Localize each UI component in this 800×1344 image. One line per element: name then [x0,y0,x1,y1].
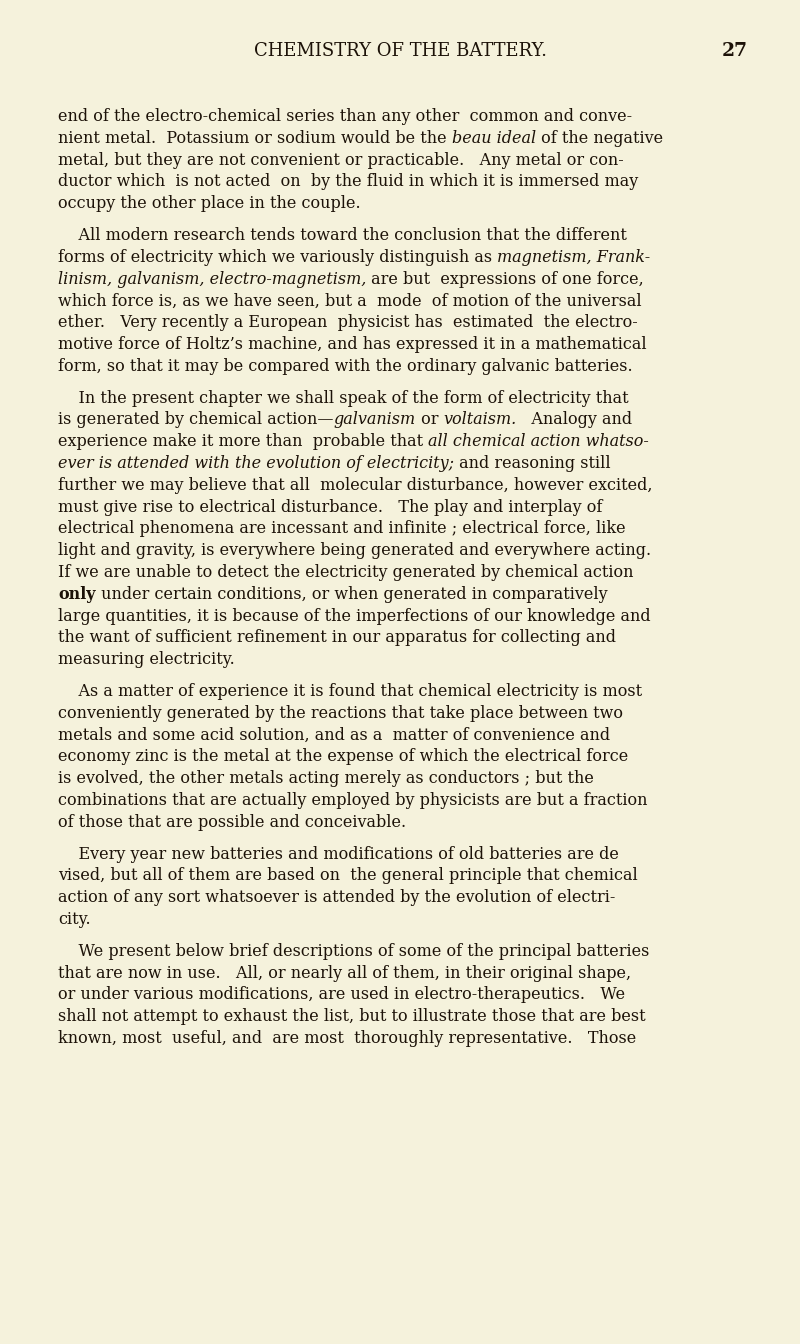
Text: and reasoning still: and reasoning still [454,456,610,472]
Text: occupy the other place in the couple.: occupy the other place in the couple. [58,195,361,212]
Text: beau ideal: beau ideal [452,130,536,146]
Text: only: only [58,586,95,603]
Text: conveniently generated by the reactions that take place between two: conveniently generated by the reactions … [58,704,623,722]
Text: 27: 27 [722,42,748,60]
Text: of those that are possible and conceivable.: of those that are possible and conceivab… [58,814,406,831]
Text: motive force of Holtz’s machine, and has expressed it in a mathematical: motive force of Holtz’s machine, and has… [58,336,646,353]
Text: ether.   Very recently a European  physicist has  estimated  the electro-: ether. Very recently a European physicis… [58,314,638,331]
Text: is evolved, the other metals acting merely as conductors ; but the: is evolved, the other metals acting mere… [58,770,594,788]
Text: shall not attempt to exhaust the list, but to illustrate those that are best: shall not attempt to exhaust the list, b… [58,1008,646,1025]
Text: that are now in use.   All, or nearly all of them, in their original shape,: that are now in use. All, or nearly all … [58,965,631,981]
Text: We present below brief descriptions of some of the principal batteries: We present below brief descriptions of s… [58,942,650,960]
Text: experience make it more than  probable that: experience make it more than probable th… [58,433,428,450]
Text: are but  expressions of one force,: are but expressions of one force, [366,270,644,288]
Text: Analogy and: Analogy and [517,411,633,429]
Text: metal, but they are not convenient or practicable.   Any metal or con-: metal, but they are not convenient or pr… [58,152,624,168]
Text: measuring electricity.: measuring electricity. [58,652,234,668]
Text: is generated by chemical action—: is generated by chemical action— [58,411,334,429]
Text: galvanism: galvanism [334,411,416,429]
Text: vised, but all of them are based on  the general principle that chemical: vised, but all of them are based on the … [58,867,638,884]
Text: In the present chapter we shall speak of the form of electricity that: In the present chapter we shall speak of… [58,390,629,407]
Text: of the negative: of the negative [536,130,663,146]
Text: or under various modifications, are used in electro-therapeutics.   We: or under various modifications, are used… [58,986,625,1004]
Text: city.: city. [58,911,90,927]
Text: All modern research tends toward the conclusion that the different: All modern research tends toward the con… [58,227,627,245]
Text: combinations that are actually employed by physicists are but a fraction: combinations that are actually employed … [58,792,647,809]
Text: under certain conditions, or when generated in comparatively: under certain conditions, or when genera… [95,586,607,603]
Text: economy zinc is the metal at the expense of which the electrical force: economy zinc is the metal at the expense… [58,749,628,765]
Text: voltaism.: voltaism. [443,411,517,429]
Text: nient metal.  Potassium or sodium would be the: nient metal. Potassium or sodium would b… [58,130,452,146]
Text: large quantities, it is because of the imperfections of our knowledge and: large quantities, it is because of the i… [58,607,650,625]
Text: linism, galvanism, electro-magnetism,: linism, galvanism, electro-magnetism, [58,270,366,288]
Text: As a matter of experience it is found that chemical electricity is most: As a matter of experience it is found th… [58,683,642,700]
Text: which force is, as we have seen, but a  mode  of motion of the universal: which force is, as we have seen, but a m… [58,293,642,309]
Text: If we are unable to detect the electricity generated by chemical action: If we are unable to detect the electrici… [58,564,634,581]
Text: known, most  useful, and  are most  thoroughly representative.   Those: known, most useful, and are most thoroug… [58,1030,636,1047]
Text: or: or [416,411,443,429]
Text: form, so that it may be compared with the ordinary galvanic batteries.: form, so that it may be compared with th… [58,358,633,375]
Text: further we may believe that all  molecular disturbance, however excited,: further we may believe that all molecula… [58,477,653,493]
Text: action of any sort whatsoever is attended by the evolution of electri-: action of any sort whatsoever is attende… [58,890,615,906]
Text: magnetism, Frank-: magnetism, Frank- [498,249,650,266]
Text: electrical phenomena are incessant and infinite ; electrical force, like: electrical phenomena are incessant and i… [58,520,626,538]
Text: ductor which  is not acted  on  by the fluid in which it is immersed may: ductor which is not acted on by the flui… [58,173,638,191]
Text: end of the electro-chemical series than any other  common and conve-: end of the electro-chemical series than … [58,108,632,125]
Text: CHEMISTRY OF THE BATTERY.: CHEMISTRY OF THE BATTERY. [254,42,546,60]
Text: Every year new batteries and modifications of old batteries are de: Every year new batteries and modificatio… [58,845,619,863]
Text: must give rise to electrical disturbance.   The play and interplay of: must give rise to electrical disturbance… [58,499,602,516]
Text: forms of electricity which we variously distinguish as: forms of electricity which we variously … [58,249,498,266]
Text: metals and some acid solution, and as a  matter of convenience and: metals and some acid solution, and as a … [58,727,610,743]
Text: all chemical action whatso-: all chemical action whatso- [428,433,649,450]
Text: light and gravity, is everywhere being generated and everywhere acting.: light and gravity, is everywhere being g… [58,542,651,559]
Text: ever is attended with the evolution of electricity;: ever is attended with the evolution of e… [58,456,454,472]
Text: the want of sufficient refinement in our apparatus for collecting and: the want of sufficient refinement in our… [58,629,616,646]
